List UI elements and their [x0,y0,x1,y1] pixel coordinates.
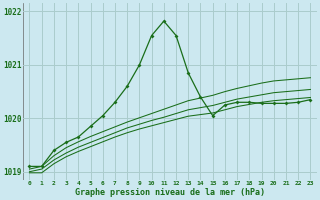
X-axis label: Graphe pression niveau de la mer (hPa): Graphe pression niveau de la mer (hPa) [75,188,265,197]
